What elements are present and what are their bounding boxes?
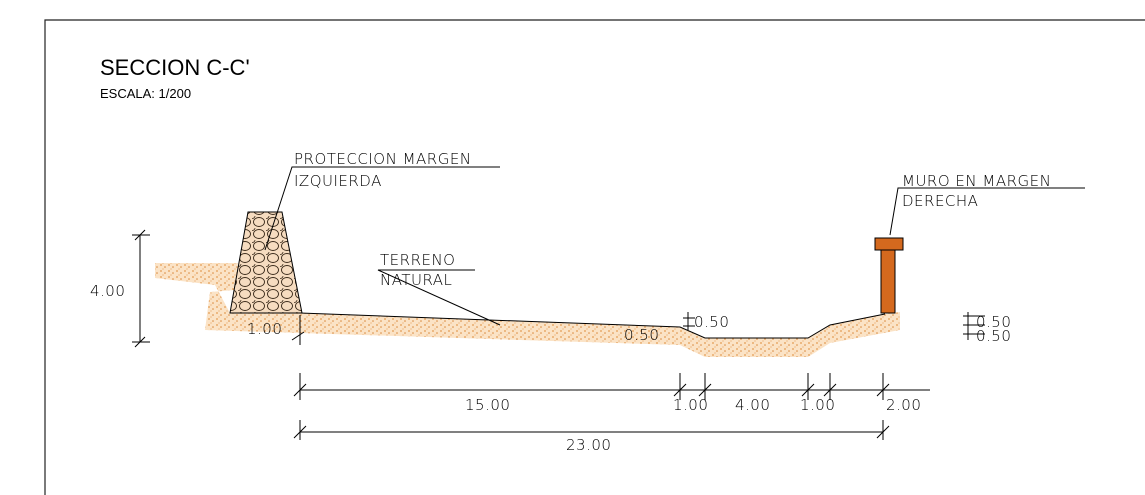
leaders [132,166,1085,440]
terrain-label: NATURAL [380,271,452,289]
dimension: 1.00 [673,396,708,414]
left-wall [229,211,303,314]
dimension: 1.00 [247,320,282,338]
terrain-line [299,312,886,339]
dimension: 23.00 [566,436,611,454]
right-wall-cap [874,237,904,251]
right-wall-label: MURO EN MARGEN [902,172,1051,190]
soil [155,263,900,357]
dimension: 1.00 [800,396,835,414]
dimension: 15.00 [465,396,510,414]
left-wall-label: PROTECCION MARGEN [294,150,472,168]
right-wall-label: DERECHA [902,192,978,210]
dimension: 0.50 [976,327,1011,345]
frame [44,19,1145,495]
right-wall [880,249,896,314]
dimension: 0.50 [624,326,659,344]
dimension: 4.00 [90,282,125,300]
title: SECCION C-C' [100,55,250,80]
dimension: 0.50 [694,313,729,331]
dimension: 2.00 [886,396,921,414]
terrain-label: TERRENO [380,251,456,269]
dimension: 4.00 [735,396,770,414]
left-wall-label: IZQUIERDA [294,172,382,190]
scale: ESCALA: 1/200 [100,86,191,101]
dimension: 0.50 [976,313,1011,331]
